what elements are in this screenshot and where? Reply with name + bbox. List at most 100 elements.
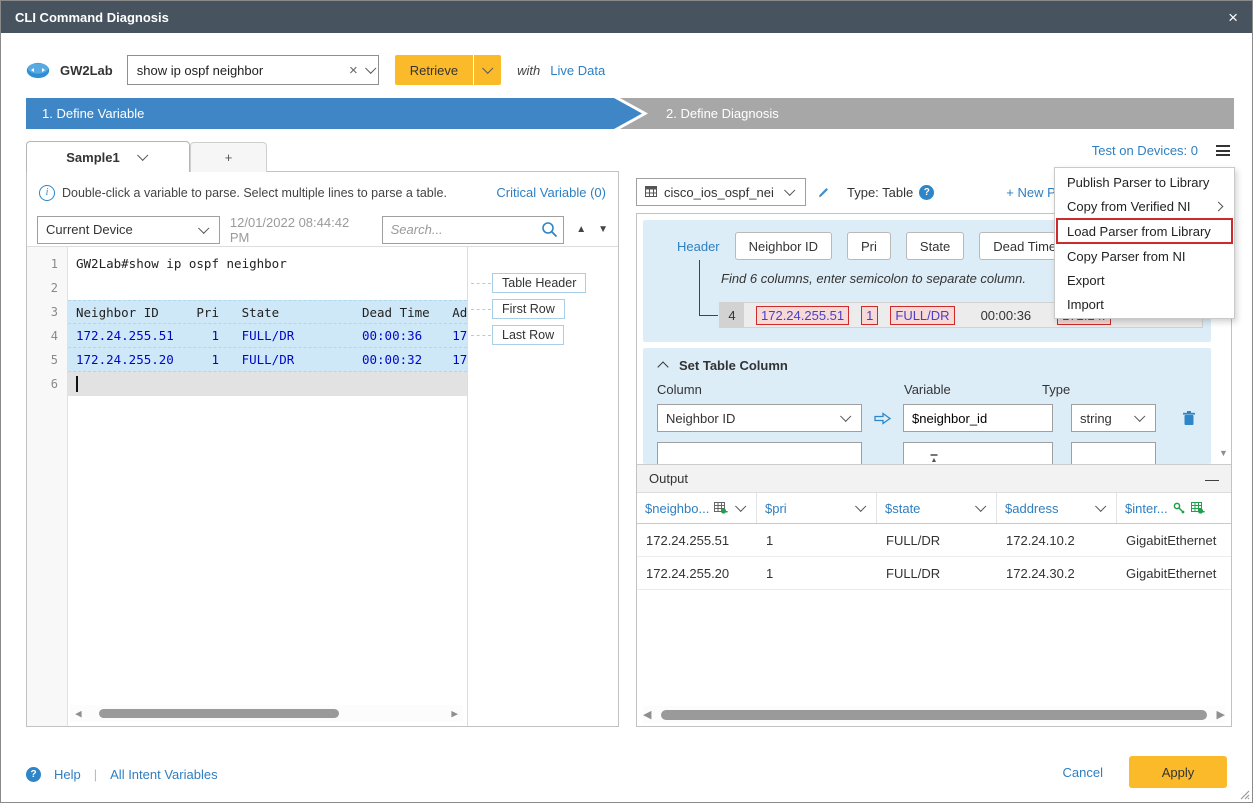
text-caret bbox=[76, 376, 78, 392]
column-button-state[interactable]: State bbox=[906, 232, 964, 260]
col-dropdown-icon[interactable] bbox=[975, 501, 986, 512]
delete-row-icon[interactable] bbox=[1182, 411, 1196, 426]
footer-left: ? Help | All Intent Variables bbox=[26, 767, 218, 782]
row-label-column: Table Header First Row Last Row bbox=[467, 247, 618, 726]
collapse-section-icon bbox=[657, 361, 668, 372]
menu-item-copy-from-verified-ni[interactable]: Copy from Verified NI bbox=[1055, 194, 1234, 218]
type-help-icon[interactable]: ? bbox=[919, 185, 934, 200]
table-column-row: Neighbor ID string bbox=[657, 404, 1197, 432]
matched-token-pri[interactable]: 1 bbox=[861, 306, 878, 325]
add-sample-tab[interactable]: + bbox=[190, 142, 267, 172]
footer-right: Cancel Apply bbox=[1063, 756, 1227, 788]
help-icon[interactable]: ? bbox=[26, 767, 41, 782]
code-line-1[interactable]: GW2Lab#show ip ospf neighbor bbox=[68, 252, 467, 276]
menu-item-copy-parser-from-ni[interactable]: Copy Parser from NI bbox=[1055, 244, 1234, 268]
critical-variable-link[interactable]: Critical Variable (0) bbox=[496, 185, 606, 200]
close-icon[interactable]: × bbox=[1228, 9, 1238, 26]
output-hscroll-thumb[interactable] bbox=[661, 710, 1206, 720]
code-line-4-first-row[interactable]: 172.24.255.51 1 FULL/DR 00:00:36 172.24.… bbox=[68, 324, 467, 348]
line-number-gutter: 1 2 3 4 5 6 bbox=[27, 247, 68, 726]
menu-item-load-parser-from-library[interactable]: Load Parser from Library bbox=[1058, 220, 1231, 242]
with-label: with bbox=[517, 63, 540, 78]
code-area[interactable]: GW2Lab#show ip ospf neighbor Neighbor ID… bbox=[68, 247, 467, 726]
output-title: Output bbox=[649, 471, 688, 486]
column-button-neighbor-id[interactable]: Neighbor ID bbox=[735, 232, 832, 260]
output-minimize-icon[interactable]: — bbox=[1205, 472, 1219, 486]
parser-menu-icon[interactable] bbox=[1214, 143, 1232, 158]
search-box bbox=[382, 216, 565, 244]
matched-token-neighbor-id[interactable]: 172.24.255.51 bbox=[756, 306, 849, 325]
parser-selector[interactable]: cisco_ios_ospf_nei bbox=[636, 178, 806, 206]
output-horizontal-scrollbar[interactable]: ◀ ▶ bbox=[643, 706, 1225, 723]
command-dropdown-icon[interactable] bbox=[365, 63, 376, 74]
editor-hscroll-thumb[interactable] bbox=[99, 709, 339, 718]
step-define-variable[interactable]: 1. Define Variable bbox=[26, 98, 642, 129]
sample-row-number: 4 bbox=[720, 303, 744, 327]
scroll-right-icon[interactable]: ▶ bbox=[1217, 708, 1225, 721]
wizard-steps: 2. Define Diagnosis 1. Define Variable bbox=[26, 98, 1234, 129]
all-intent-variables-link[interactable]: All Intent Variables bbox=[110, 767, 217, 782]
apply-button[interactable]: Apply bbox=[1129, 756, 1227, 788]
command-bar: GW2Lab × Retrieve with Live Data bbox=[26, 54, 1232, 86]
test-on-devices-link[interactable]: Test on Devices: 0 bbox=[1092, 143, 1198, 158]
menu-item-import[interactable]: Import bbox=[1055, 292, 1234, 316]
code-line-2[interactable] bbox=[68, 276, 467, 300]
map-arrow-icon bbox=[874, 412, 891, 425]
code-line-3-table-header[interactable]: Neighbor ID Pri State Dead Time Address bbox=[68, 300, 467, 324]
type-select[interactable]: string bbox=[1071, 404, 1156, 432]
edit-pencil-icon[interactable] bbox=[816, 185, 831, 200]
editor-horizontal-scrollbar[interactable]: ◀ ▶ bbox=[70, 705, 463, 722]
step-define-diagnosis[interactable]: 2. Define Diagnosis bbox=[666, 98, 779, 129]
matched-token-state[interactable]: FULL/DR bbox=[890, 306, 954, 325]
scroll-left-icon[interactable]: ◀ bbox=[70, 707, 87, 720]
set-table-column-header[interactable]: Set Table Column bbox=[657, 358, 1197, 373]
help-link[interactable]: Help bbox=[54, 767, 81, 782]
clear-command-icon[interactable]: × bbox=[343, 62, 364, 79]
tab-sample1[interactable]: Sample1 bbox=[26, 141, 190, 172]
output-table-row[interactable]: 172.24.255.20 1 FULL/DR 172.24.30.2 Giga… bbox=[637, 557, 1231, 590]
variable-header: Variable bbox=[904, 382, 1042, 397]
code-line-5-last-row[interactable]: 172.24.255.20 1 FULL/DR 00:00:32 172.24.… bbox=[68, 348, 467, 372]
last-row-label: Last Row bbox=[492, 325, 564, 345]
menu-item-export[interactable]: Export bbox=[1055, 268, 1234, 292]
info-icon: i bbox=[39, 185, 55, 201]
retrieve-button[interactable]: Retrieve bbox=[395, 55, 473, 85]
output-table-row[interactable]: 172.24.255.51 1 FULL/DR 172.24.10.2 Giga… bbox=[637, 524, 1231, 557]
retrieve-dropdown-button[interactable] bbox=[473, 55, 501, 85]
cancel-button[interactable]: Cancel bbox=[1063, 765, 1103, 780]
scroll-right-icon[interactable]: ▶ bbox=[446, 707, 463, 720]
resize-grip[interactable] bbox=[1238, 788, 1250, 800]
search-icon[interactable] bbox=[541, 221, 558, 238]
output-collapse-handle[interactable]: ▲ bbox=[931, 454, 938, 464]
test-on-devices-row: Test on Devices: 0 bbox=[1092, 143, 1232, 158]
device-selector[interactable]: Current Device bbox=[37, 216, 220, 244]
highlight-box: Load Parser from Library bbox=[1056, 218, 1233, 244]
output-col-interface[interactable]: $inter... bbox=[1117, 493, 1231, 523]
search-input[interactable] bbox=[382, 216, 565, 244]
output-col-neighbor[interactable]: $neighbo... bbox=[637, 493, 757, 523]
col-dropdown-icon[interactable] bbox=[1095, 501, 1106, 512]
table-header-label: Table Header bbox=[492, 273, 586, 293]
variable-input[interactable] bbox=[903, 404, 1053, 432]
col-dropdown-icon[interactable] bbox=[855, 501, 866, 512]
sample-tab-dropdown-icon[interactable] bbox=[137, 150, 148, 161]
column-button-pri[interactable]: Pri bbox=[847, 232, 891, 260]
vscroll-down-icon[interactable]: ▼ bbox=[1218, 448, 1229, 458]
router-icon bbox=[26, 62, 50, 79]
menu-item-publish-parser[interactable]: Publish Parser to Library bbox=[1055, 170, 1234, 194]
column-header: Column bbox=[657, 382, 904, 397]
output-col-state[interactable]: $state bbox=[877, 493, 997, 523]
col-dropdown-icon[interactable] bbox=[735, 501, 746, 512]
token-dead-time[interactable]: 00:00:36 bbox=[981, 308, 1032, 323]
output-col-address[interactable]: $address bbox=[997, 493, 1117, 523]
command-input-wrap: × bbox=[127, 55, 379, 85]
command-input[interactable] bbox=[128, 63, 343, 78]
search-next-icon[interactable]: ▼ bbox=[598, 224, 608, 235]
search-prev-icon[interactable]: ▲ bbox=[576, 224, 586, 235]
code-line-6-cursor[interactable] bbox=[68, 372, 467, 396]
scroll-left-icon[interactable]: ◀ bbox=[643, 708, 651, 721]
key-icon bbox=[1173, 502, 1186, 515]
output-col-pri[interactable]: $pri bbox=[757, 493, 877, 523]
column-select[interactable]: Neighbor ID bbox=[657, 404, 862, 432]
live-data-link[interactable]: Live Data bbox=[550, 63, 605, 78]
